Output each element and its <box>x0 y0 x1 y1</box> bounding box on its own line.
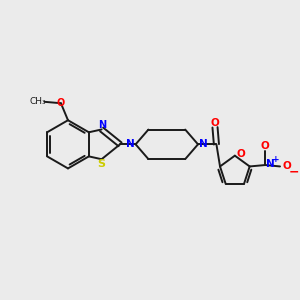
Text: N: N <box>98 120 106 130</box>
Text: −: − <box>289 165 299 178</box>
Text: O: O <box>57 98 65 108</box>
Text: O: O <box>211 118 219 128</box>
Text: +: + <box>272 155 280 164</box>
Text: S: S <box>97 159 105 169</box>
Text: O: O <box>260 141 269 151</box>
Text: O: O <box>282 161 291 171</box>
Text: N: N <box>266 159 275 169</box>
Text: N: N <box>126 139 135 149</box>
Text: CH₃: CH₃ <box>30 97 46 106</box>
Text: O: O <box>236 149 245 159</box>
Text: N: N <box>199 139 208 149</box>
